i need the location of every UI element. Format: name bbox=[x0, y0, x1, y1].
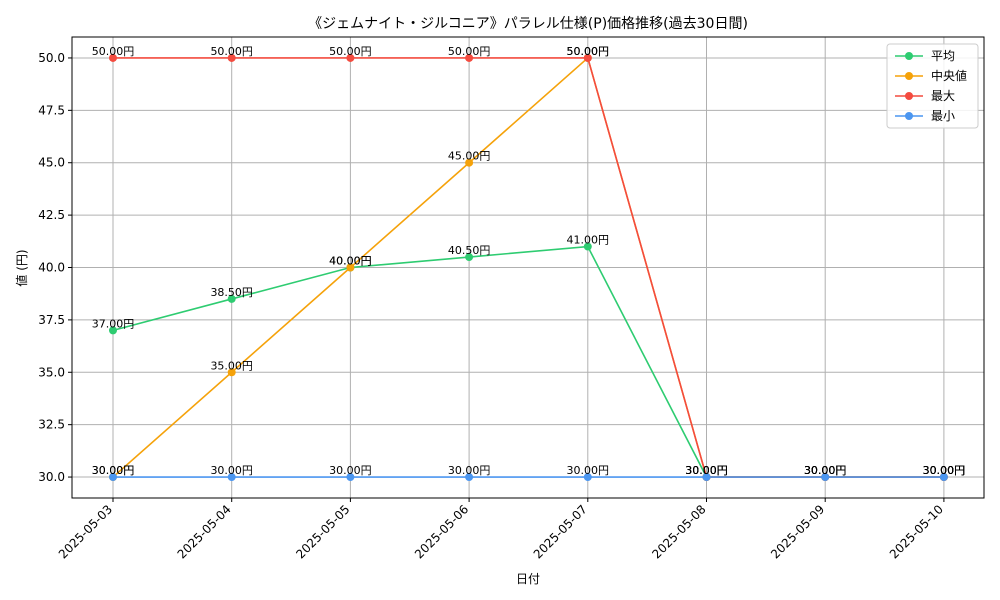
series-point bbox=[109, 473, 117, 482]
chart-title: 《ジェムナイト・ジルコニア》パラレル仕様(P)価格推移(過去30日間) bbox=[308, 16, 748, 32]
y-tick-label: 47.5 bbox=[38, 103, 65, 117]
data-label: 40.00円 bbox=[329, 255, 372, 268]
y-tick-label: 45.0 bbox=[38, 156, 65, 170]
series-point bbox=[821, 473, 830, 482]
series-point bbox=[702, 473, 711, 482]
data-label: 30.00円 bbox=[804, 464, 847, 477]
data-label: 50.00円 bbox=[210, 45, 253, 58]
data-label: 30.00円 bbox=[448, 464, 491, 477]
data-label: 30.00円 bbox=[92, 464, 135, 477]
legend-marker bbox=[905, 72, 913, 80]
y-tick-label: 30.0 bbox=[38, 470, 65, 484]
y-tick-label: 32.5 bbox=[38, 418, 65, 432]
data-label: 40.00円 bbox=[329, 255, 372, 268]
series-point bbox=[227, 368, 236, 377]
series-point bbox=[346, 473, 355, 482]
legend-label: 平均 bbox=[931, 49, 955, 63]
data-label: 38.50円 bbox=[210, 286, 253, 299]
data-label: 35.00円 bbox=[210, 359, 253, 372]
data-label: 30.00円 bbox=[685, 464, 728, 477]
data-label: 45.00円 bbox=[448, 150, 491, 163]
series-point bbox=[465, 473, 474, 482]
x-axis-title: 日付 bbox=[516, 572, 540, 586]
series-point bbox=[465, 253, 474, 262]
data-label: 50.00円 bbox=[567, 45, 610, 58]
data-label: 30.00円 bbox=[923, 464, 966, 477]
data-label: 30.00円 bbox=[92, 464, 135, 477]
series-point bbox=[227, 473, 236, 482]
data-label: 30.00円 bbox=[685, 464, 728, 477]
data-label: 41.00円 bbox=[567, 234, 610, 247]
series-layer bbox=[109, 53, 948, 482]
legend-label: 最大 bbox=[931, 89, 955, 103]
data-label: 50.00円 bbox=[448, 45, 491, 58]
data-label: 30.00円 bbox=[923, 464, 966, 477]
series-point bbox=[109, 53, 117, 62]
y-axis-title: 値 (円) bbox=[14, 249, 29, 286]
y-tick-label: 42.5 bbox=[38, 208, 65, 222]
series-point bbox=[465, 53, 474, 62]
series-point bbox=[583, 53, 592, 62]
y-tick-label: 50.0 bbox=[38, 51, 65, 65]
data-labels: 37.00円 38.50円 40.00円 40.50円 41.00円 30.00円 30.0… bbox=[92, 45, 965, 477]
y-tick-label: 37.5 bbox=[38, 313, 65, 327]
data-label: 30.00円 bbox=[923, 464, 966, 477]
series-point bbox=[227, 53, 236, 62]
legend-marker bbox=[905, 92, 913, 100]
data-label: 30.00円 bbox=[329, 464, 372, 477]
legend-marker bbox=[905, 52, 913, 60]
data-label: 50.00円 bbox=[92, 45, 135, 58]
series-4 bbox=[109, 473, 948, 482]
legend-label: 中央値 bbox=[931, 68, 967, 83]
legend-box bbox=[886, 43, 979, 129]
data-label: 50.00円 bbox=[567, 45, 610, 58]
series-point bbox=[583, 473, 592, 482]
y-tick-label: 35.0 bbox=[38, 365, 65, 379]
legend-marker bbox=[905, 112, 913, 120]
data-label: 30.00円 bbox=[804, 464, 847, 477]
series-point bbox=[346, 53, 355, 62]
data-label: 30.00円 bbox=[685, 464, 728, 477]
data-label: 30.00円 bbox=[567, 464, 610, 477]
series-point bbox=[939, 473, 948, 482]
y-tick-label: 40.0 bbox=[38, 261, 65, 275]
data-label: 37.00円 bbox=[92, 317, 135, 330]
series-point bbox=[583, 242, 592, 251]
data-label: 30.00円 bbox=[804, 464, 847, 477]
data-label: 40.50円 bbox=[448, 244, 491, 257]
data-label: 50.00円 bbox=[329, 45, 372, 58]
data-label: 30.00円 bbox=[210, 464, 253, 477]
series-point bbox=[346, 263, 355, 272]
series-point bbox=[227, 294, 236, 303]
data-label: 30.00円 bbox=[923, 464, 966, 477]
data-label: 30.00円 bbox=[685, 464, 728, 477]
data-label: 30.00円 bbox=[804, 464, 847, 477]
series-point bbox=[109, 326, 117, 335]
legend-label: 最小 bbox=[931, 109, 955, 123]
series-point bbox=[465, 158, 474, 167]
